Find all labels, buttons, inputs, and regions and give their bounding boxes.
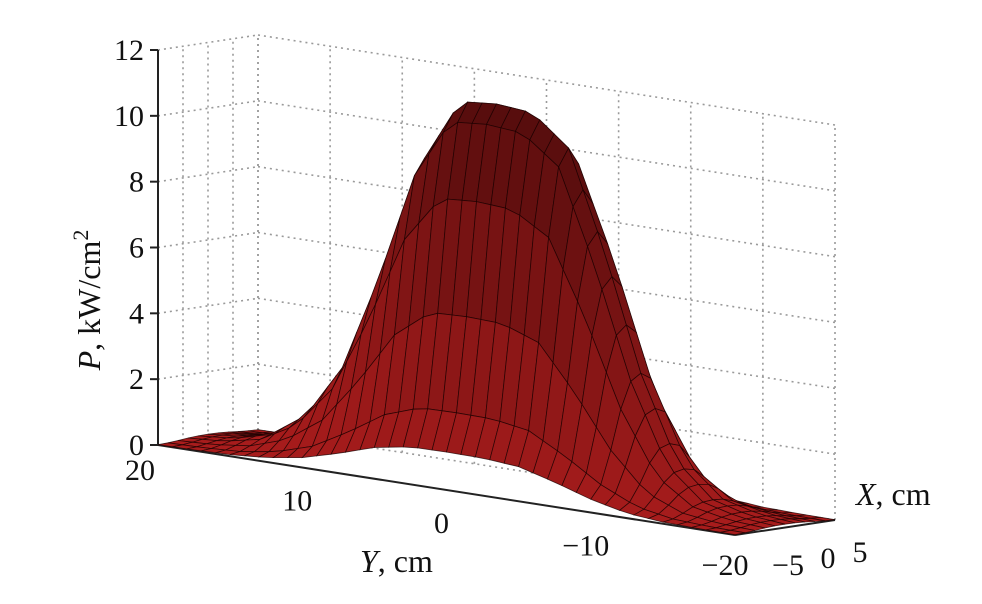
x-tick-label: 5 [853, 536, 868, 569]
y-tick-label: 20 [125, 454, 155, 487]
grid-line-back-h [257, 165, 836, 258]
grid-line-side-h [157, 100, 259, 117]
grid-line-back-h [257, 100, 836, 192]
y-tick-label: −10 [562, 530, 609, 563]
z-tick-label: 6 [129, 232, 144, 265]
z-tick-label: 8 [129, 166, 144, 199]
y-tick-label: 10 [282, 485, 312, 518]
grid-line-back-h [257, 231, 836, 324]
grid-line-side-h [157, 297, 259, 315]
x-axis-line [734, 519, 836, 536]
z-tick-label: 2 [129, 363, 144, 396]
y-axis-label: Y, cm [360, 543, 433, 579]
z-tick-label: 12 [114, 34, 144, 67]
x-axis-label: X, cm [854, 476, 931, 512]
z-axis-label: P, kW/cm2 [68, 230, 107, 372]
surface-mesh [157, 101, 836, 536]
grid-line-side-h [157, 231, 259, 249]
grid-line-side-h [157, 34, 259, 51]
x-tick-label: −5 [772, 549, 804, 582]
grid-line-back-h [257, 34, 836, 126]
grid-line-side-h [157, 363, 259, 380]
y-tick-label: 0 [434, 507, 449, 540]
grid-line-side-h [157, 165, 259, 183]
x-tick-label: 0 [821, 542, 836, 575]
surface-patch [720, 529, 746, 536]
y-tick-label: −20 [702, 549, 749, 582]
z-tick-label: 0 [129, 429, 144, 462]
y-axis-line [157, 444, 736, 536]
z-tick-label: 4 [129, 297, 144, 330]
grid-line-back-h [257, 297, 836, 390]
z-tick-label: 10 [114, 100, 144, 133]
